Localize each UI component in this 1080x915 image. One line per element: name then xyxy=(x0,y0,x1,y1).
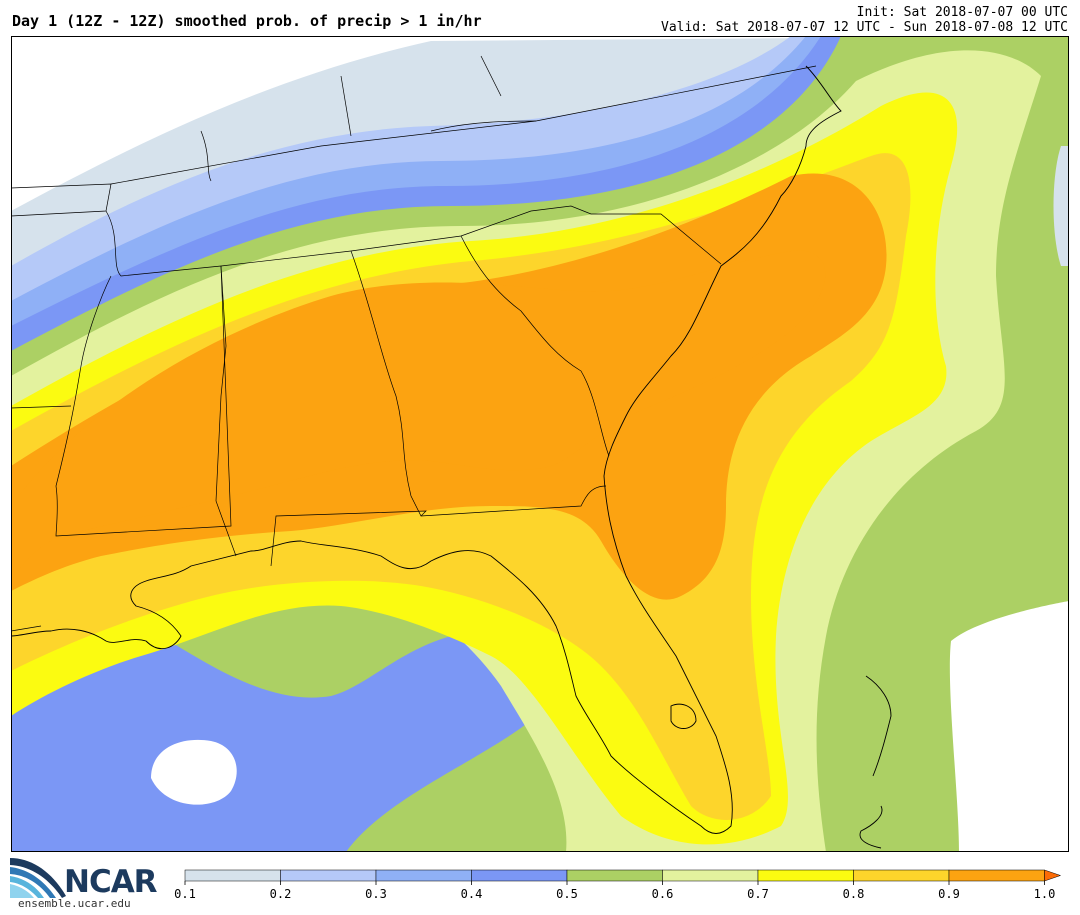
low-prob-hole-sw xyxy=(151,739,237,805)
colorbar-tick-label: 0.7 xyxy=(747,887,769,901)
band-1.0 xyxy=(11,250,826,581)
colorbar: 0.1 0.2 0.3 0.4 0.5 0.6 0.7 0.8 0.9 1.0 xyxy=(174,869,1062,901)
colorbar-segment xyxy=(662,869,759,882)
colorbar-tick-label: 0.4 xyxy=(461,887,483,901)
coastline xyxy=(11,65,892,849)
colorbar-tick-label: 0.6 xyxy=(652,887,674,901)
colorbar-tick-label: 1.0 xyxy=(1034,887,1056,901)
ncar-logo-text: NCAR xyxy=(64,864,158,900)
logo-url: ensemble.ucar.edu xyxy=(18,897,131,910)
colorbar-tick-label: 0.1 xyxy=(174,887,196,901)
valid-time: Valid: Sat 2018-07-07 12 UTC - Sun 2018-… xyxy=(661,20,1068,35)
colorbar-tick-label: 0.5 xyxy=(556,887,578,901)
colorbar-tick-label: 0.8 xyxy=(843,887,865,901)
init-time: Init: Sat 2018-07-07 00 UTC xyxy=(856,5,1068,20)
colorbar-segment xyxy=(280,869,377,882)
probability-map xyxy=(11,36,1069,852)
map-title: Day 1 (12Z - 12Z) smoothed prob. of prec… xyxy=(12,12,482,30)
colorbar-tick-label: 0.2 xyxy=(270,887,292,901)
colorbar-tick-label: 0.9 xyxy=(938,887,960,901)
colorbar-tick-label: 0.3 xyxy=(365,887,387,901)
colorbar-segment xyxy=(853,869,950,882)
colorbar-segment xyxy=(566,869,663,882)
colorbar-extend-arrow xyxy=(1044,869,1062,882)
colorbar-segment xyxy=(948,869,1045,882)
ncar-logo-mark xyxy=(10,858,66,898)
colorbar-segment xyxy=(471,869,568,882)
colorbar-segment xyxy=(184,869,281,882)
colorbar-segment xyxy=(757,869,854,882)
low-prob-pocket-ne xyxy=(1053,146,1069,266)
colorbar-segment xyxy=(375,869,472,882)
low-prob-hole-se xyxy=(949,601,1069,852)
state-boundaries xyxy=(11,55,817,632)
logo-swoosh-icon xyxy=(10,858,66,898)
